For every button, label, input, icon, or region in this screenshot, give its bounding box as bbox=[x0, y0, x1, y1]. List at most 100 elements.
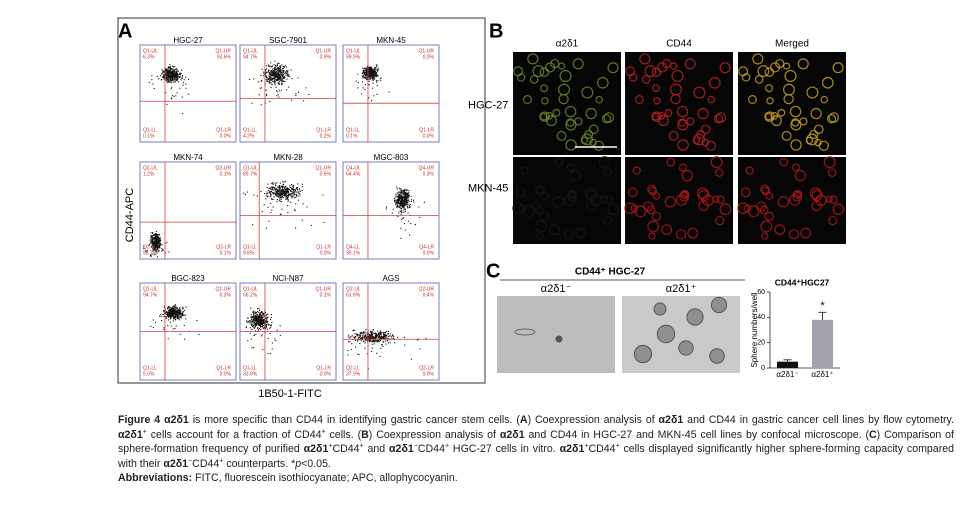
dot bbox=[167, 72, 169, 74]
dot bbox=[287, 199, 290, 201]
dot bbox=[406, 205, 409, 207]
dot bbox=[276, 76, 278, 78]
dot bbox=[295, 195, 297, 197]
dot bbox=[295, 227, 297, 229]
error-bar bbox=[783, 359, 792, 362]
dot bbox=[288, 189, 290, 191]
cell bbox=[745, 166, 754, 175]
dot bbox=[278, 186, 280, 188]
dot bbox=[255, 321, 257, 323]
dot bbox=[362, 76, 364, 78]
dot bbox=[163, 75, 166, 77]
dot bbox=[178, 74, 180, 76]
dot bbox=[262, 327, 264, 329]
dot bbox=[152, 250, 154, 252]
dot bbox=[260, 322, 262, 324]
dot bbox=[176, 313, 178, 315]
dot bbox=[377, 75, 379, 77]
caption-run: ) Comparison of sphere-formation frequen… bbox=[118, 428, 954, 456]
dot bbox=[169, 78, 172, 80]
dot bbox=[397, 215, 399, 217]
dot bbox=[369, 75, 371, 77]
dot bbox=[250, 316, 252, 318]
dot bbox=[250, 318, 253, 321]
dot bbox=[408, 206, 410, 208]
dot bbox=[277, 192, 279, 195]
dot bbox=[270, 211, 272, 213]
quadrant-value: 6.3% bbox=[143, 54, 155, 60]
dot bbox=[166, 311, 169, 313]
dot bbox=[171, 312, 173, 314]
dot bbox=[168, 315, 170, 317]
quadrant-value: 4.2% bbox=[243, 133, 255, 139]
dot bbox=[388, 335, 390, 337]
plot-frame bbox=[342, 44, 440, 143]
dot bbox=[292, 192, 294, 194]
dot bbox=[290, 187, 292, 189]
dot bbox=[259, 321, 261, 323]
dot bbox=[401, 205, 403, 207]
dot bbox=[162, 71, 164, 73]
dot bbox=[361, 340, 363, 342]
dot bbox=[369, 68, 371, 70]
dot bbox=[182, 310, 184, 313]
caption-run: cells. ( bbox=[325, 428, 362, 441]
dot bbox=[247, 340, 249, 342]
dot bbox=[280, 189, 282, 191]
dot bbox=[167, 73, 170, 75]
dot bbox=[261, 325, 263, 327]
plot-title: MKN-28 bbox=[273, 153, 303, 162]
cell bbox=[534, 205, 544, 215]
dot bbox=[247, 321, 249, 323]
dot bbox=[401, 191, 403, 193]
dot bbox=[254, 316, 256, 318]
dot bbox=[385, 335, 387, 337]
quadrant-value: 0.0% bbox=[220, 133, 232, 139]
cell bbox=[572, 58, 584, 70]
dot bbox=[295, 203, 297, 205]
quadrant-name: Q4-UR bbox=[418, 165, 434, 171]
dot bbox=[401, 205, 403, 207]
dot bbox=[177, 312, 179, 314]
caption-run: <0.05. bbox=[301, 457, 331, 470]
plot-title: HGC-27 bbox=[173, 36, 203, 45]
dot bbox=[183, 314, 185, 316]
dot bbox=[177, 310, 179, 312]
dot bbox=[353, 336, 355, 338]
dot bbox=[259, 317, 261, 319]
dot bbox=[376, 341, 378, 343]
dot bbox=[172, 308, 174, 310]
dot bbox=[164, 78, 166, 80]
dot bbox=[375, 66, 377, 68]
dot bbox=[253, 314, 255, 316]
dot bbox=[385, 331, 387, 333]
quadrant-value: 93.6% bbox=[217, 54, 232, 60]
dot bbox=[253, 318, 255, 320]
dot bbox=[271, 182, 273, 184]
dot bbox=[245, 327, 247, 329]
cell bbox=[581, 86, 594, 99]
dot bbox=[268, 71, 270, 73]
dot bbox=[406, 200, 408, 202]
dot bbox=[282, 69, 284, 71]
dot bbox=[282, 72, 284, 74]
dot bbox=[403, 209, 405, 211]
dot bbox=[169, 67, 171, 69]
cell bbox=[679, 163, 688, 172]
dot bbox=[154, 245, 156, 247]
dot bbox=[179, 307, 181, 309]
quadrant-name: Q4-UL bbox=[346, 165, 361, 171]
dot bbox=[158, 243, 160, 245]
dot bbox=[154, 235, 157, 237]
cell bbox=[539, 112, 548, 121]
dot bbox=[374, 337, 376, 339]
dot bbox=[298, 188, 300, 190]
dot bbox=[172, 313, 174, 315]
caption-run: B bbox=[361, 428, 369, 441]
cell bbox=[764, 111, 775, 122]
dot bbox=[257, 318, 259, 320]
cell bbox=[641, 75, 651, 84]
dot bbox=[407, 196, 409, 198]
dot bbox=[362, 69, 364, 71]
quadrant-name: Q1-UL bbox=[143, 48, 158, 54]
